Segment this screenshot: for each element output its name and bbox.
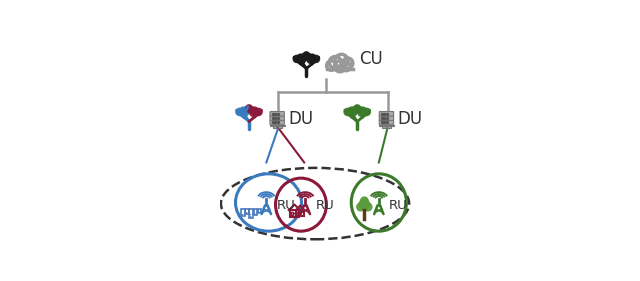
Circle shape bbox=[359, 199, 369, 210]
Circle shape bbox=[356, 203, 365, 211]
Circle shape bbox=[358, 107, 367, 117]
Bar bbox=[273, 126, 276, 128]
Bar bbox=[293, 213, 296, 217]
Circle shape bbox=[246, 105, 252, 111]
Text: CU: CU bbox=[360, 50, 383, 68]
Bar bbox=[254, 213, 255, 214]
Circle shape bbox=[363, 108, 371, 115]
Text: DU: DU bbox=[288, 110, 313, 128]
FancyBboxPatch shape bbox=[270, 116, 284, 121]
Bar bbox=[250, 209, 253, 218]
Bar bbox=[379, 124, 394, 126]
FancyBboxPatch shape bbox=[270, 112, 284, 116]
FancyBboxPatch shape bbox=[270, 120, 284, 125]
Circle shape bbox=[239, 107, 249, 117]
Circle shape bbox=[296, 54, 306, 64]
Bar bbox=[250, 214, 251, 215]
Bar bbox=[242, 214, 243, 215]
Text: RU: RU bbox=[389, 199, 408, 212]
Circle shape bbox=[344, 108, 351, 115]
Circle shape bbox=[307, 54, 316, 64]
Text: RU: RU bbox=[276, 199, 296, 212]
Bar bbox=[253, 209, 257, 215]
Bar bbox=[387, 126, 391, 128]
Circle shape bbox=[352, 106, 359, 113]
Circle shape bbox=[361, 197, 368, 204]
Bar bbox=[296, 210, 304, 216]
Bar bbox=[245, 209, 249, 214]
Bar bbox=[291, 212, 293, 215]
FancyBboxPatch shape bbox=[380, 112, 394, 116]
Circle shape bbox=[356, 106, 362, 113]
Bar bbox=[241, 209, 245, 216]
Circle shape bbox=[244, 106, 251, 113]
Circle shape bbox=[293, 55, 300, 62]
FancyBboxPatch shape bbox=[380, 116, 394, 121]
Circle shape bbox=[247, 106, 254, 113]
Circle shape bbox=[303, 52, 310, 58]
Circle shape bbox=[348, 107, 357, 117]
Bar bbox=[250, 216, 251, 217]
Circle shape bbox=[354, 105, 360, 111]
Text: RU: RU bbox=[316, 199, 334, 212]
Circle shape bbox=[236, 108, 243, 115]
Bar bbox=[257, 209, 260, 213]
Bar bbox=[290, 210, 300, 217]
Circle shape bbox=[305, 53, 312, 60]
Text: DU: DU bbox=[397, 110, 422, 128]
Circle shape bbox=[312, 55, 319, 62]
Circle shape bbox=[364, 203, 372, 211]
Circle shape bbox=[301, 53, 308, 60]
Bar bbox=[246, 212, 247, 214]
Bar bbox=[326, 64, 353, 69]
Circle shape bbox=[250, 107, 259, 117]
Bar bbox=[269, 124, 285, 126]
Circle shape bbox=[255, 108, 262, 115]
Bar bbox=[296, 212, 298, 215]
Bar bbox=[278, 126, 282, 128]
FancyBboxPatch shape bbox=[380, 120, 394, 125]
Bar bbox=[382, 126, 386, 128]
Bar bbox=[256, 213, 257, 214]
